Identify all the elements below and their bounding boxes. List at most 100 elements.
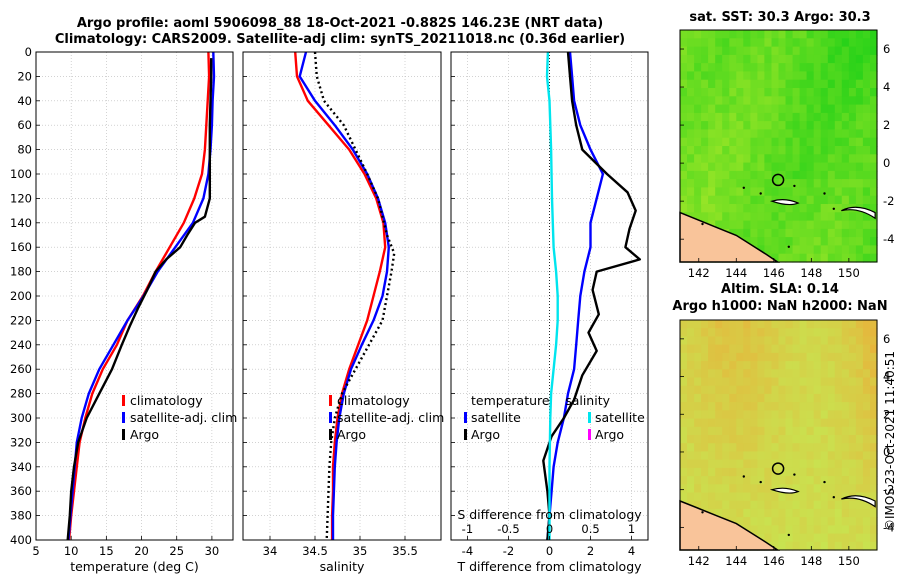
series-line-satellite-adj-clim bbox=[298, 51, 390, 540]
map-cell bbox=[694, 361, 702, 370]
map-cell bbox=[750, 46, 758, 56]
map-cell bbox=[764, 154, 772, 164]
map-cell bbox=[813, 146, 822, 155]
map-cell bbox=[806, 361, 815, 370]
map-cell bbox=[841, 46, 850, 56]
map-cell bbox=[799, 71, 808, 81]
map-cell bbox=[834, 253, 843, 263]
map-cell bbox=[764, 162, 772, 172]
map-cell bbox=[729, 54, 737, 64]
map-cell bbox=[827, 137, 836, 147]
map-cell bbox=[806, 443, 815, 452]
map-cell bbox=[729, 385, 737, 395]
islet bbox=[787, 533, 790, 537]
map-cell bbox=[785, 96, 794, 106]
map-cell bbox=[757, 88, 765, 97]
map-cell bbox=[722, 154, 730, 164]
map-cell bbox=[687, 459, 695, 469]
map-cell bbox=[722, 63, 730, 72]
map-cell bbox=[729, 435, 737, 444]
map-cell bbox=[813, 46, 822, 56]
map-cell bbox=[722, 451, 730, 461]
map-cell bbox=[729, 121, 737, 130]
map-cell bbox=[848, 79, 857, 89]
map-cell bbox=[827, 245, 836, 255]
map-cell bbox=[792, 500, 801, 510]
map-cell bbox=[827, 377, 836, 387]
map-cell bbox=[694, 179, 702, 188]
map-cell bbox=[813, 500, 822, 510]
map-cell bbox=[855, 361, 864, 370]
map-cell bbox=[757, 63, 765, 72]
y-tick-label: 20 bbox=[17, 69, 32, 83]
map-cell bbox=[841, 88, 850, 97]
map-cell bbox=[792, 121, 801, 130]
map-cell bbox=[750, 476, 758, 485]
map-cell bbox=[771, 129, 780, 139]
map-cell bbox=[729, 402, 737, 411]
map-cell bbox=[757, 212, 765, 222]
map-cell bbox=[757, 104, 765, 114]
map-cell bbox=[834, 418, 843, 428]
map-cell bbox=[771, 137, 780, 147]
map-cell bbox=[680, 79, 688, 89]
map-cell bbox=[757, 508, 765, 518]
islet bbox=[793, 473, 796, 476]
y-tick-label: 320 bbox=[10, 435, 32, 449]
map-cell bbox=[827, 146, 836, 155]
map-cell bbox=[834, 129, 843, 139]
legend-label: climatology bbox=[337, 393, 410, 408]
map-cell bbox=[806, 104, 815, 114]
map-cell bbox=[743, 426, 751, 436]
map-cell bbox=[862, 525, 871, 535]
map-cell bbox=[750, 435, 758, 444]
map-cell bbox=[771, 533, 780, 543]
map-cell bbox=[736, 418, 744, 428]
map-cell bbox=[870, 352, 878, 362]
map-cell bbox=[855, 154, 864, 164]
map-cell bbox=[848, 451, 857, 461]
map-cell bbox=[743, 451, 751, 461]
map-cell bbox=[870, 320, 878, 329]
sla-map-subtitle: Argo h1000: NaN h2000: NaN bbox=[672, 299, 888, 314]
map-cell bbox=[715, 426, 723, 436]
map-cell bbox=[736, 492, 744, 502]
map-cell bbox=[701, 154, 709, 164]
map-cell bbox=[722, 508, 730, 518]
map-cell bbox=[701, 492, 709, 502]
map-cell bbox=[771, 228, 780, 238]
map-cell bbox=[680, 195, 688, 205]
map-cell bbox=[862, 121, 871, 130]
map-cell bbox=[827, 451, 836, 461]
map-cell bbox=[680, 418, 688, 428]
map-cell bbox=[708, 187, 716, 197]
map-cell bbox=[764, 426, 772, 436]
map-cell bbox=[799, 121, 808, 130]
map-cell bbox=[799, 426, 808, 436]
map-cell bbox=[827, 476, 836, 485]
map-cell bbox=[870, 112, 878, 122]
map-cell bbox=[813, 476, 822, 485]
map-cell bbox=[736, 328, 744, 337]
map-cell bbox=[785, 492, 794, 502]
map-cell bbox=[715, 212, 723, 222]
map-cell bbox=[792, 104, 801, 114]
map-cell bbox=[870, 228, 878, 238]
map-cell bbox=[827, 104, 836, 114]
map-cell bbox=[806, 344, 815, 354]
map-cell bbox=[715, 121, 723, 130]
map-cell bbox=[757, 492, 765, 502]
map-cell bbox=[855, 328, 864, 337]
map-cell bbox=[715, 352, 723, 362]
map-cell bbox=[764, 46, 772, 56]
map-cell bbox=[687, 352, 695, 362]
series-line-climatology bbox=[294, 51, 387, 540]
map-cell bbox=[855, 187, 864, 197]
map-cell bbox=[715, 459, 723, 469]
map-cell bbox=[715, 154, 723, 164]
map-cell bbox=[785, 541, 794, 551]
map-cell bbox=[694, 492, 702, 502]
map-cell bbox=[806, 212, 815, 222]
map-cell bbox=[778, 385, 787, 395]
map-cell bbox=[701, 54, 709, 64]
